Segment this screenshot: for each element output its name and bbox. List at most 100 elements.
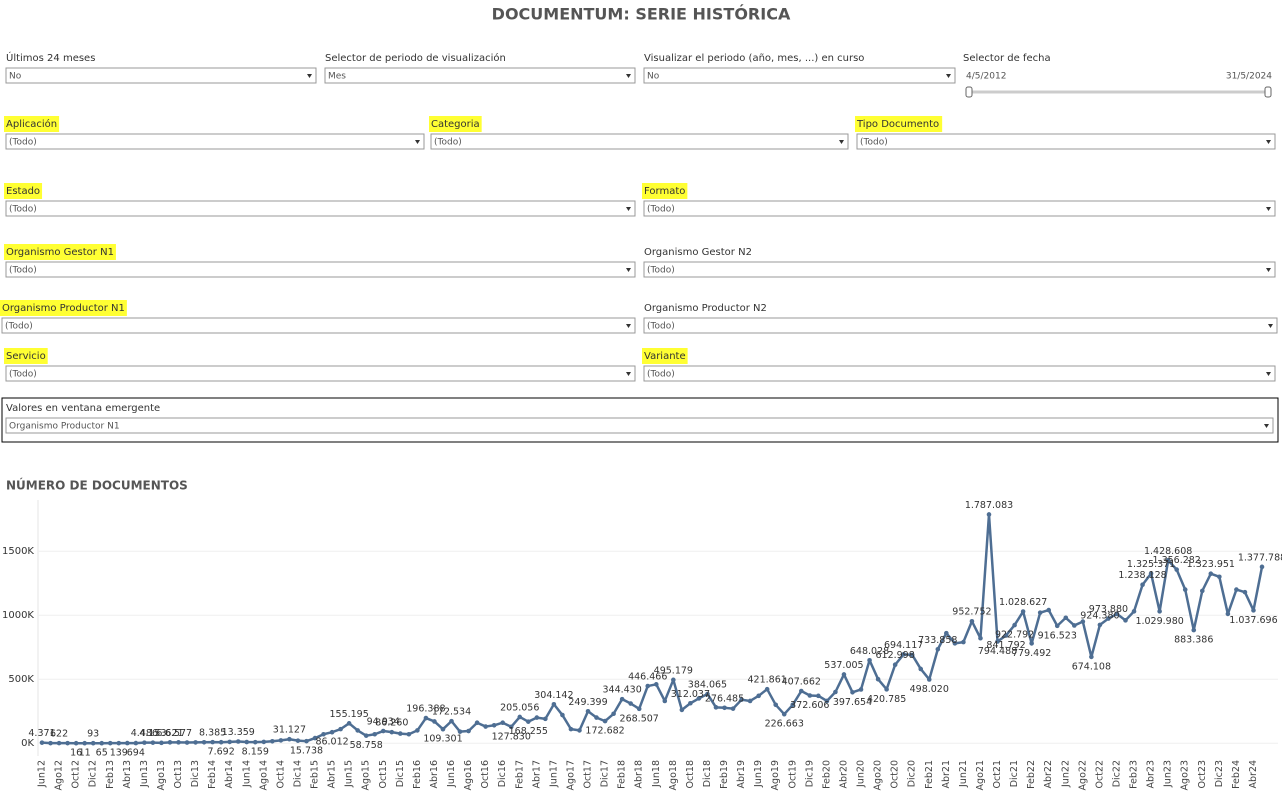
highlight — [0, 300, 127, 316]
dropdown[interactable] — [430, 133, 849, 150]
filter-label: Tipo Documento — [856, 119, 939, 130]
filter[interactable]: Organismo Gestor N1 (Todo) — [4, 244, 636, 278]
point — [611, 711, 616, 717]
data-label: 312.037 — [671, 689, 710, 700]
point — [892, 662, 898, 668]
data-label: 1.323.951 — [1187, 559, 1235, 570]
point — [372, 731, 378, 737]
data-label: 421.861 — [748, 675, 787, 686]
data-label: 16 — [70, 748, 82, 759]
point — [278, 738, 284, 743]
point — [662, 698, 668, 704]
point — [1199, 588, 1205, 594]
dropdown[interactable] — [5, 67, 317, 84]
filter[interactable]: Servicio (Todo) — [4, 348, 636, 382]
dropdown[interactable] — [856, 133, 1276, 150]
dropdown[interactable] — [5, 261, 636, 278]
x-tick-label: Dic19 — [804, 760, 815, 787]
point — [312, 735, 318, 741]
x-tick-label: Jun12 — [37, 760, 48, 788]
dropdown-value: Mes — [328, 72, 346, 82]
filter[interactable]: Formato (Todo) — [642, 183, 1276, 217]
x-tick-label: Oct22 — [1094, 760, 1105, 789]
point — [1003, 633, 1009, 638]
dropdown-value: Organismo Productor N1 — [9, 422, 120, 432]
point — [799, 688, 804, 694]
x-tick-label: Oct14 — [275, 760, 286, 789]
data-label: 172.682 — [585, 726, 624, 737]
filter[interactable]: Categoria (Todo) — [429, 116, 849, 150]
dropdown[interactable] — [643, 67, 956, 84]
point — [1046, 607, 1052, 613]
dropdown-arrow — [626, 268, 631, 272]
dropdown[interactable] — [5, 417, 1274, 434]
filter[interactable]: Tipo Documento (Todo) — [855, 116, 1276, 150]
slider-handle[interactable] — [1264, 86, 1272, 98]
filter[interactable]: Organismo Productor N2 (Todo) — [643, 303, 1278, 334]
dropdown[interactable] — [643, 317, 1278, 334]
point — [1191, 627, 1197, 633]
dropdown[interactable] — [5, 200, 636, 217]
x-tick-label: Ago19 — [770, 760, 781, 790]
dropdown-arrow — [307, 74, 312, 78]
filter[interactable]: Organismo Productor N1 (Todo) — [0, 300, 636, 334]
dropdown[interactable] — [324, 67, 636, 84]
dropdown-value: No — [647, 72, 660, 82]
dropdown[interactable] — [643, 261, 1276, 278]
data-label: 733.858 — [918, 635, 957, 646]
x-tick-label: Dic22 — [1111, 760, 1122, 787]
x-tick-label: Dic23 — [1214, 760, 1225, 787]
data-label: 268.507 — [620, 713, 659, 724]
filter[interactable]: Últimos 24 meses No — [5, 51, 317, 84]
dropdown[interactable] — [1, 317, 636, 334]
x-tick-label: Feb18 — [617, 760, 628, 789]
point — [1208, 571, 1214, 577]
point — [995, 639, 1000, 644]
point — [483, 724, 488, 729]
dropdown[interactable] — [643, 200, 1276, 217]
filter-label: Aplicación — [6, 118, 57, 130]
point — [816, 693, 821, 699]
filter[interactable]: Estado (Todo) — [4, 183, 636, 217]
slider-handle[interactable] — [965, 86, 973, 98]
dropdown[interactable] — [5, 133, 425, 150]
filter[interactable]: Variante (Todo) — [642, 348, 1276, 382]
point — [653, 682, 659, 687]
filter[interactable]: Selector de periodo de visualización Mes — [324, 52, 636, 84]
data-label: 420.785 — [867, 694, 906, 705]
point — [1080, 619, 1086, 624]
point — [790, 702, 796, 708]
point — [440, 726, 446, 732]
data-label: 276.485 — [705, 693, 744, 704]
data-label: 1.428.608 — [1144, 546, 1192, 557]
filter[interactable]: Aplicación (Todo) — [4, 116, 425, 150]
point — [781, 711, 787, 717]
point — [1165, 558, 1171, 563]
dropdown[interactable] — [643, 365, 1276, 382]
x-tick-label: Dic18 — [702, 760, 713, 787]
data-label: 86.012 — [315, 737, 348, 748]
data-label: 4.153 — [139, 728, 166, 739]
dropdown-value: (Todo) — [5, 322, 33, 332]
x-tick-label: Dic12 — [88, 760, 99, 787]
point — [594, 715, 599, 720]
x-tick-label: Abr21 — [941, 760, 952, 789]
x-tick-label: Feb14 — [207, 760, 218, 789]
point — [150, 740, 156, 745]
point — [270, 738, 275, 744]
data-label: 446.466 — [628, 672, 667, 683]
point — [756, 693, 761, 699]
point — [107, 740, 113, 746]
dropdown-value: (Todo) — [647, 322, 675, 332]
filter[interactable]: Valores en ventana emergente Organismo Pr… — [5, 403, 1274, 434]
filter[interactable]: Organismo Gestor N2 (Todo) — [643, 247, 1276, 278]
point — [739, 697, 744, 702]
dropdown[interactable] — [5, 365, 636, 382]
point — [338, 726, 343, 732]
x-tick-label: Ago20 — [873, 760, 884, 790]
point — [142, 740, 147, 745]
x-tick-label: Dic13 — [190, 760, 201, 787]
filter[interactable]: Visualizar el periodo (año, mes, ...) en… — [643, 53, 956, 84]
point — [875, 676, 881, 682]
point — [48, 740, 53, 746]
